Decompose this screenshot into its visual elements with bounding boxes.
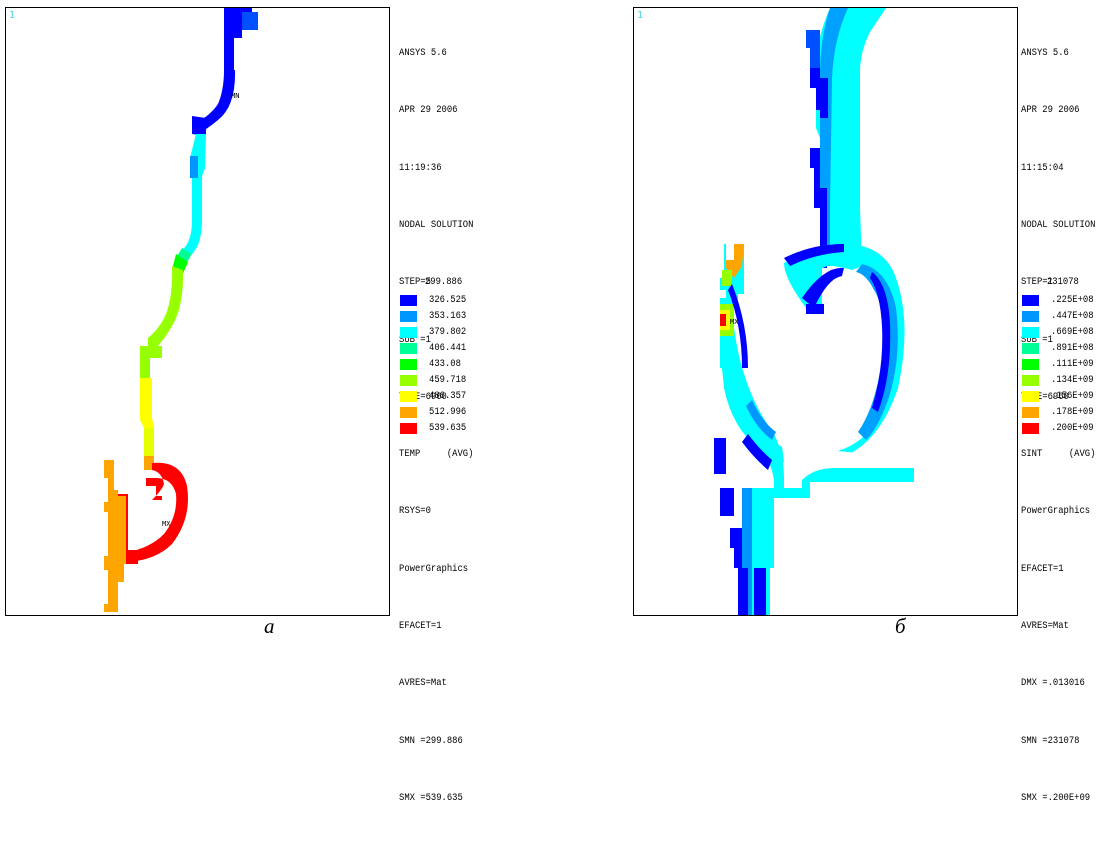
legend-value: 459.718: [429, 374, 467, 386]
legend-row: .225E+08: [1022, 290, 1094, 306]
legend-value: 379.802: [429, 326, 467, 338]
legend-swatch: [1022, 295, 1039, 306]
info-line: TEMP (AVG): [399, 448, 474, 461]
viewport-stress-intensity: 1: [633, 7, 1018, 616]
legend-value: 539.635: [429, 422, 467, 434]
info-line: 11:19:36: [399, 161, 442, 174]
legend-swatch: [400, 359, 417, 370]
legend-stress: 231078 .225E+08 .447E+08 .669E+08 .891E+…: [1022, 274, 1094, 434]
legend-swatch: [1022, 391, 1039, 402]
info-line: ANSYS 5.6: [1021, 47, 1069, 60]
legend-value: 486.357: [429, 390, 467, 402]
legend-row: 486.357: [400, 386, 472, 402]
info-line: SINT (AVG): [1021, 448, 1096, 461]
legend-swatch: [400, 343, 417, 354]
legend-swatch: [1022, 375, 1039, 386]
min-marker: MN: [231, 92, 239, 100]
info-line: ANSYS 5.6: [399, 47, 447, 60]
legend-swatch: [1022, 327, 1039, 338]
legend-swatch: [400, 407, 417, 418]
caption-a: а: [264, 614, 275, 638]
legend-value: 406.441: [429, 342, 467, 354]
max-marker: MX: [730, 318, 739, 326]
info-line: STEP=5: [399, 276, 431, 289]
info-line: SMX =539.635: [399, 791, 463, 804]
legend-value: .178E+09: [1051, 406, 1094, 418]
legend-swatch: [400, 295, 417, 306]
legend-swatch: [400, 327, 417, 338]
caption-b: б: [895, 614, 906, 638]
part-upper-column: [814, 8, 886, 308]
legend-row: .891E+08: [1022, 338, 1094, 354]
legend-swatch: [400, 423, 417, 434]
part-middle-segment: [182, 134, 206, 260]
part-lower-arc: [148, 266, 184, 348]
info-line: DMX =.013016: [1021, 677, 1085, 690]
legend-min-value: 299.886: [424, 276, 463, 288]
legend-swatch: [1022, 407, 1039, 418]
legend-value: 512.996: [429, 406, 467, 418]
legend-value: .225E+08: [1051, 294, 1094, 306]
legend-row: .134E+09: [1022, 370, 1094, 386]
info-line: SMN =299.886: [399, 734, 463, 747]
legend-swatch: [1022, 359, 1039, 370]
legend-row: 353.163: [400, 306, 472, 322]
info-line: PowerGraphics: [399, 562, 469, 575]
info-line: SMX =.200E+09: [1021, 791, 1091, 804]
info-line: PowerGraphics: [1021, 505, 1091, 518]
legend-value: 326.525: [429, 294, 467, 306]
viewport-number: 1: [637, 10, 644, 21]
legend-row: .178E+09: [1022, 402, 1094, 418]
legend-value: 353.163: [429, 310, 467, 322]
info-line: AVRES=Mat: [399, 677, 447, 690]
legend-swatch: [1022, 343, 1039, 354]
legend-row: 433.08: [400, 354, 472, 370]
legend-row: 326.525: [400, 290, 472, 306]
legend-row: .447E+08: [1022, 306, 1094, 322]
legend-row: 379.802: [400, 322, 472, 338]
info-line: STEP=1: [1021, 276, 1053, 289]
legend-row: .111E+09: [1022, 354, 1094, 370]
legend-swatch: [1022, 423, 1039, 434]
info-line: APR 29 2006: [399, 104, 458, 117]
legend-value: .111E+09: [1051, 358, 1094, 370]
legend-row: .669E+08: [1022, 322, 1094, 338]
info-line: SMN =231078: [1021, 734, 1080, 747]
legend-value: .447E+08: [1051, 310, 1094, 322]
info-line: 11:15:04: [1021, 161, 1064, 174]
legend-min-value: 231078: [1046, 276, 1079, 288]
part-base-flange: [104, 460, 126, 612]
legend-temperature: 299.886 326.525 353.163 379.802 406.441 …: [400, 274, 472, 434]
max-marker: MX: [162, 520, 171, 528]
viewport-number: 1: [9, 10, 16, 21]
legend-value: 433.08: [429, 358, 461, 370]
info-line: EFACET=1: [1021, 562, 1064, 575]
info-line: NODAL SOLUTION: [1021, 219, 1096, 232]
legend-value: .134E+09: [1051, 374, 1094, 386]
part-lower-segment: [140, 378, 154, 436]
info-line: RSYS=0: [399, 505, 431, 518]
legend-row: .200E+09: [1022, 418, 1094, 434]
legend-row: 406.441: [400, 338, 472, 354]
legend-swatch: [400, 311, 417, 322]
info-line: NODAL SOLUTION: [399, 219, 474, 232]
stress-contour-plot: MX: [714, 8, 914, 615]
temperature-contour-plot: MN MX: [104, 8, 258, 612]
legend-row: 539.635: [400, 418, 472, 434]
legend-row: 512.996: [400, 402, 472, 418]
legend-swatch: [400, 375, 417, 386]
legend-row: 459.718: [400, 370, 472, 386]
legend-swatch: [1022, 311, 1039, 322]
info-line: APR 29 2006: [1021, 104, 1080, 117]
info-line: EFACET=1: [399, 620, 442, 632]
info-line: AVRES=Mat: [1021, 620, 1069, 632]
legend-value: .156E+09: [1051, 390, 1094, 402]
part-hook: [128, 462, 188, 562]
viewport-temperature: 1: [5, 7, 390, 616]
legend-value: .669E+08: [1051, 326, 1094, 338]
legend-swatch: [400, 391, 417, 402]
legend-value: .891E+08: [1051, 342, 1094, 354]
legend-row: .156E+09: [1022, 386, 1094, 402]
legend-value: .200E+09: [1051, 422, 1094, 434]
